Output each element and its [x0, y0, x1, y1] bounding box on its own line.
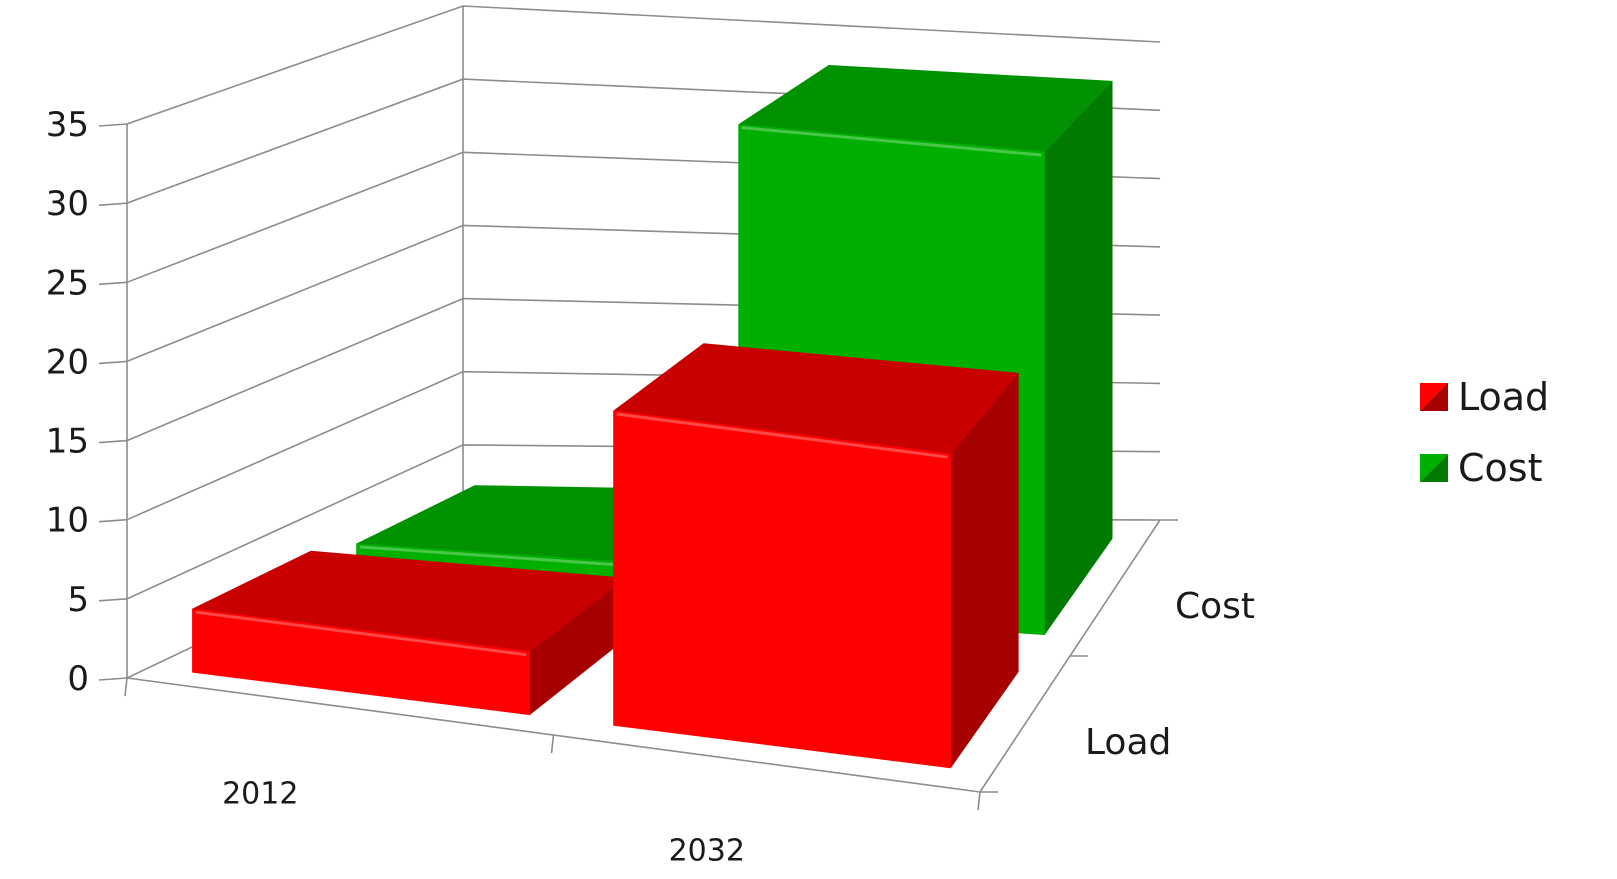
y-tick-label: 5 [67, 580, 89, 620]
bar-front-face [613, 410, 951, 769]
chart-axes [98, 6, 1178, 811]
y-tick-mark [98, 123, 128, 127]
x-tick-mark [977, 791, 981, 811]
depth-label: Cost [1175, 586, 1255, 627]
x-tick-mark [124, 677, 128, 697]
x-category-label: 2012 [222, 777, 298, 812]
bar-highlight [616, 412, 948, 459]
bar-load-2032 [613, 343, 1019, 769]
y-tick-label: 25 [46, 263, 89, 303]
y-tick-mark [98, 202, 128, 206]
bar-side-face [1043, 80, 1113, 635]
bar-highlight [741, 126, 1042, 157]
y-tick-mark [98, 281, 128, 286]
depth-label: Load [1085, 722, 1171, 763]
y-tick-mark [98, 360, 128, 365]
y-tick-mark [98, 518, 128, 523]
y-tick-label: 10 [46, 501, 89, 541]
chart-legend: Load Cost [1420, 375, 1549, 490]
bar-front-face [192, 608, 530, 716]
x-category-label: 2032 [669, 834, 745, 869]
chart-labels: 0 5 10 15 20 25 30 35 2012 2032 Load Cost [46, 105, 1255, 869]
red-square-icon [1420, 383, 1448, 411]
green-square-icon [1420, 454, 1448, 482]
y-tick-label: 20 [46, 342, 89, 382]
y-tick-label: 0 [67, 659, 89, 699]
bar-load-2012 [192, 550, 626, 716]
legend-label: Load [1458, 375, 1549, 419]
y-tick-label: 35 [46, 105, 89, 145]
x-tick-mark [550, 734, 555, 754]
legend-label: Cost [1458, 446, 1542, 490]
y-tick-label: 15 [46, 422, 89, 462]
y-tick-mark [98, 439, 128, 444]
legend-swatch-dark [1420, 383, 1448, 411]
y-tick-mark [98, 598, 128, 602]
y-tick-mark [98, 677, 128, 681]
y-tick-label: 30 [46, 184, 89, 224]
chart-bars [192, 65, 1113, 769]
bar-highlight [195, 610, 527, 657]
bar-highlight [359, 545, 660, 570]
legend-swatch-dark [1420, 454, 1448, 482]
